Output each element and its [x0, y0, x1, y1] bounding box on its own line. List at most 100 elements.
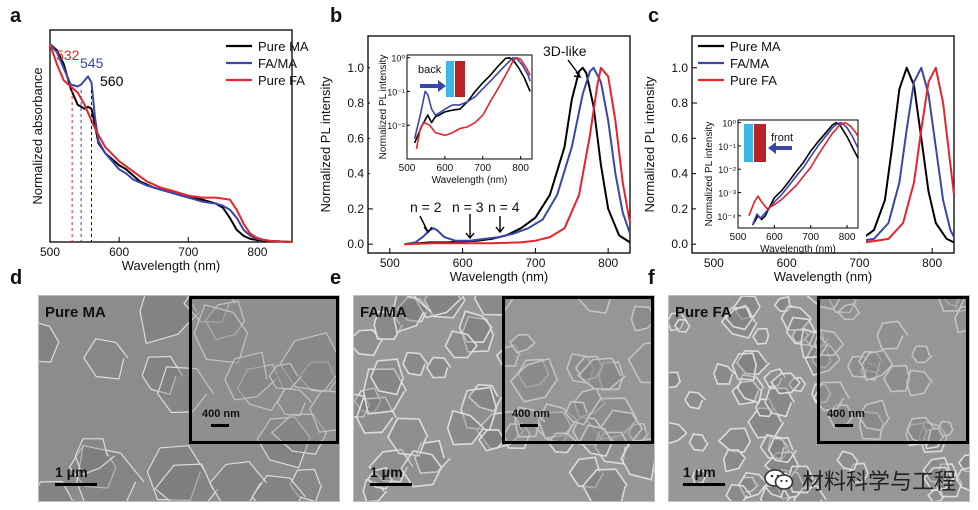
- sem-grain: [309, 389, 339, 433]
- y-tick-label: 1.0: [671, 61, 688, 75]
- inset-scale-label-d: 400 nm: [202, 408, 240, 420]
- y-tick-label: 0.6: [671, 131, 688, 145]
- sem-grain: [857, 399, 891, 432]
- x-tick-label: 500: [704, 256, 724, 270]
- annotation-560: 560: [100, 73, 124, 89]
- sem-grain: [568, 456, 605, 489]
- x-tick-label: 700: [178, 245, 198, 259]
- y-axis-label: Normalized PL intensity: [704, 122, 715, 227]
- y-tick-label: 0.0: [347, 237, 364, 251]
- sem-inset-f: [817, 296, 969, 444]
- sem-grain: [752, 327, 770, 345]
- scale-bar-f: [683, 483, 725, 486]
- sem-grain: [813, 328, 845, 357]
- sem-grain: [923, 466, 955, 492]
- layer-blue: [446, 61, 454, 97]
- sem-grain: [581, 468, 628, 501]
- series-line-pure-fa: [786, 66, 955, 246]
- y-tick-label: 0.8: [347, 96, 364, 110]
- sem-grain: [204, 300, 246, 341]
- legend-entry: Pure FA: [258, 73, 305, 88]
- sem-grain: [183, 296, 236, 323]
- sem-inset-e: [502, 296, 654, 444]
- x-axis-label: Wavelength (nm): [760, 244, 836, 255]
- inset-scale-label-e: 400 nm: [512, 408, 550, 420]
- y-tick-label: 10⁻⁴: [717, 212, 736, 222]
- plot-frame-b-inset: [406, 54, 533, 160]
- series-line-pure-ma: [413, 56, 531, 144]
- arrow-3d-like: [567, 59, 581, 77]
- x-axis-label: Wavelength (nm): [774, 269, 873, 284]
- sem-grain: [475, 410, 525, 450]
- scale-label-d: 1 μm: [55, 464, 88, 480]
- series-line-pure-fa: [404, 66, 631, 246]
- inset-scale-label-f: 400 nm: [827, 408, 865, 420]
- sem-grain: [788, 376, 806, 393]
- sem-grain: [577, 357, 627, 390]
- sem-panel-f: Pure FA 400 nm 1 μm: [668, 295, 970, 502]
- sem-grain: [297, 361, 339, 393]
- sem-panel-d: Pure MA 400 nm 1 μm: [38, 295, 340, 502]
- y-tick-label: 10⁻²: [387, 121, 405, 131]
- sem-grain: [157, 366, 214, 414]
- sem-grain: [673, 318, 691, 333]
- sem-grain: [858, 410, 885, 441]
- x-tick-label: 500: [399, 163, 416, 174]
- scale-label-f: 1 μm: [683, 464, 716, 480]
- series-line-pure-fa: [415, 56, 531, 149]
- sem-grain: [400, 450, 444, 488]
- wechat-icon: [764, 469, 794, 490]
- sem-grain: [669, 422, 688, 445]
- sem-grain: [905, 369, 934, 397]
- x-tick-label: 700: [802, 232, 819, 243]
- sem-grain: [717, 427, 752, 453]
- series-line-pure-ma: [49, 43, 293, 243]
- series-line-pure-fa: [49, 43, 293, 243]
- sem-grain: [806, 296, 842, 311]
- sem-grain: [425, 356, 452, 379]
- sem-grain: [537, 403, 578, 440]
- y-tick-label: 0.2: [347, 202, 364, 216]
- sem-grain: [724, 304, 754, 331]
- sem-label-f: Pure FA: [675, 304, 732, 321]
- sem-grain: [720, 306, 758, 339]
- sem-grain: [209, 460, 268, 501]
- sem-grain: [754, 398, 775, 418]
- plot-frame-c-inset: [737, 119, 859, 229]
- annotation-front: front: [771, 132, 793, 144]
- x-tick-label: 600: [453, 256, 473, 270]
- panel-letter-b: b: [330, 5, 342, 27]
- legend-entry: Pure MA: [258, 39, 309, 54]
- x-axis-label: Wavelength (nm): [432, 175, 508, 186]
- sem-grain: [767, 436, 798, 464]
- sem-grain: [922, 456, 951, 483]
- sem-grain: [911, 345, 933, 364]
- scale-bar-d: [55, 483, 97, 486]
- sem-grain: [396, 296, 429, 323]
- sem-grain: [836, 450, 859, 472]
- sem-grain: [736, 350, 770, 376]
- x-axis-label: Wavelength (nm): [450, 269, 549, 284]
- annotation-532: 532: [56, 47, 80, 63]
- series-line-fa-ma: [49, 43, 293, 243]
- sem-grain: [514, 406, 546, 438]
- sem-grain: [725, 483, 752, 501]
- series-line-fa-ma: [751, 121, 859, 226]
- chart-a: 500 600 700 800 Wavelength (nm) Normalized ab…: [30, 29, 309, 273]
- sem-grain: [763, 367, 787, 389]
- sem-grain: [467, 383, 503, 413]
- y-tick-label: 0.4: [671, 167, 688, 181]
- x-tick-label: 800: [922, 256, 942, 270]
- sem-label-d: Pure MA: [45, 304, 106, 321]
- sem-grain: [414, 439, 451, 475]
- legend-entry: FA/MA: [730, 56, 769, 71]
- x-tick-label: 800: [598, 256, 618, 270]
- sem-grain: [141, 355, 184, 395]
- y-tick-label: 0.0: [671, 237, 688, 251]
- sem-grain: [224, 351, 277, 401]
- y-axis-label: Normalized PL intensity: [642, 76, 657, 213]
- sem-grain: [39, 322, 60, 363]
- sem-inset-d: [189, 296, 339, 444]
